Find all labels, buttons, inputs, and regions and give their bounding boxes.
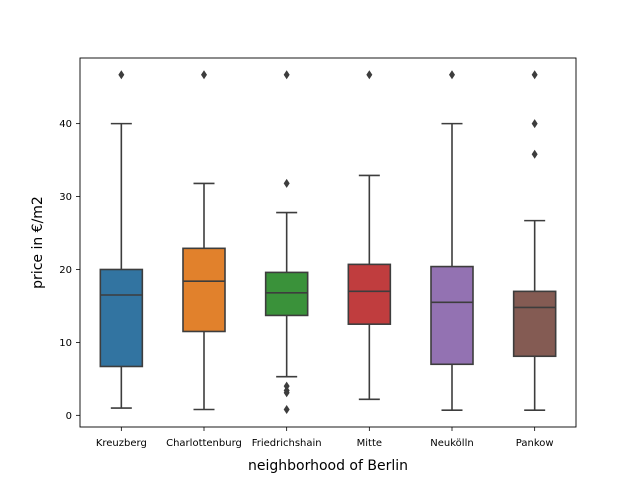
outlier-point <box>283 388 290 398</box>
box-iqr <box>182 247 226 333</box>
outlier-point <box>283 178 290 188</box>
y-tick-label: 0 <box>66 411 72 422</box>
y-axis-title: price in €/m2 <box>30 196 46 289</box>
outlier-point <box>531 149 538 159</box>
y-tick-label: 20 <box>59 265 72 276</box>
outlier-point <box>283 70 290 80</box>
box-group <box>512 70 557 412</box>
box-iqr <box>99 268 144 368</box>
x-tick-label: Kreuzberg <box>96 438 147 449</box>
x-tick-label: Charlottenburg <box>166 438 242 449</box>
plot-frame <box>79 57 577 428</box>
boxes-layer <box>99 70 557 414</box>
x-tick-label: Neukölln <box>430 438 473 449</box>
outlier-point <box>531 70 538 80</box>
x-axis-title: neighborhood of Berlin <box>248 458 408 474</box>
y-tick-label: 10 <box>59 338 72 349</box>
outlier-point <box>283 404 290 414</box>
x-tick-label: Mitte <box>357 438 382 449</box>
box-group <box>430 70 474 412</box>
box-group <box>264 70 309 414</box>
outlier-point <box>531 119 538 129</box>
y-tick-label: 40 <box>59 119 72 130</box>
outlier-point <box>201 70 207 80</box>
box-iqr <box>264 271 309 317</box>
x-tick-label: Pankow <box>516 438 554 449</box>
box-group <box>99 70 144 409</box>
box-iqr <box>512 290 557 358</box>
outlier-point <box>366 70 373 80</box>
box-iqr <box>430 265 474 366</box>
y-tick-label: 30 <box>59 192 72 203</box>
outlier-point <box>118 70 125 80</box>
x-tick-label: Friedrichshain <box>252 438 322 449</box>
box-iqr <box>347 263 392 325</box>
box-group <box>347 70 392 401</box>
outlier-point <box>449 70 455 80</box>
box-group <box>182 70 226 411</box>
x-axis: Kreuzberg Charlottenburg Friedrichshain Mit… <box>96 427 554 449</box>
y-axis: 0 10 20 30 40 <box>59 119 80 422</box>
